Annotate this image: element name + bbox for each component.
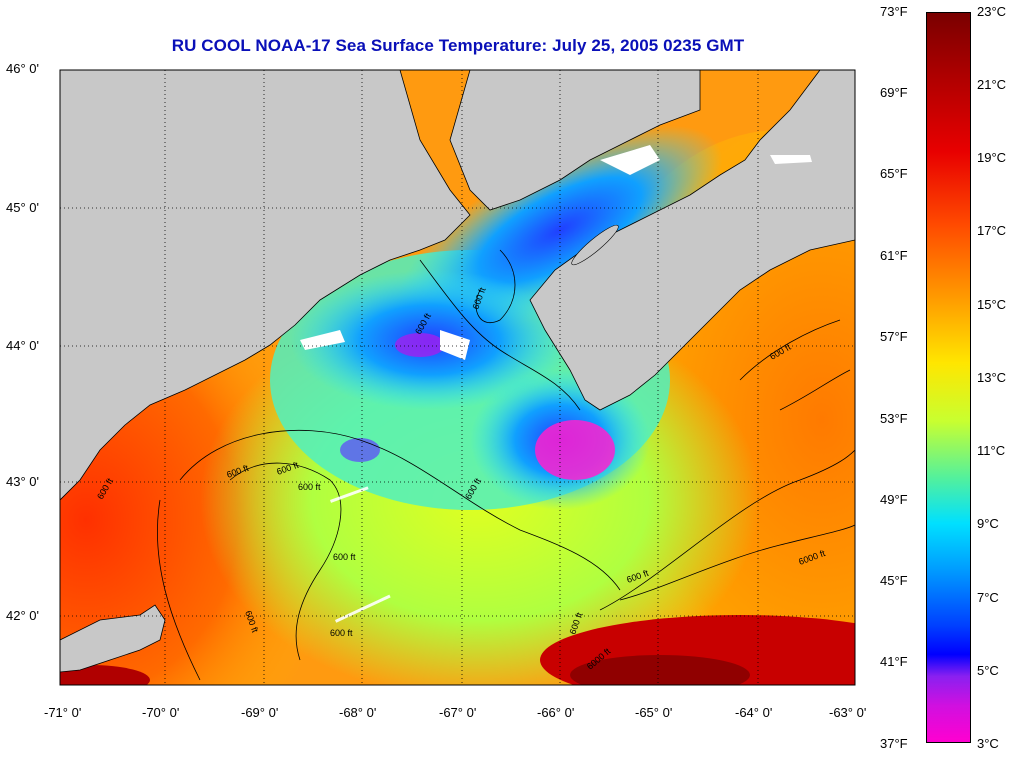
longitude-label: -64° 0'	[735, 705, 773, 720]
cloud-patch-2	[300, 330, 345, 350]
land-new-brunswick	[449, 70, 701, 211]
graticule	[60, 70, 855, 685]
colorbar-c-label: 9°C	[977, 516, 999, 531]
longitude-label: -63° 0'	[829, 705, 867, 720]
latitude-label: 43° 0'	[6, 474, 39, 489]
colorbar-f-label: 53°F	[880, 411, 908, 426]
colorbar-c-label: 5°C	[977, 663, 999, 678]
longitude-label: -68° 0'	[339, 705, 377, 720]
longitude-label: -69° 0'	[241, 705, 279, 720]
colorbar-f-label: 61°F	[880, 248, 908, 263]
plot-frame	[59, 69, 856, 686]
colorbar-c-label: 3°C	[977, 736, 999, 751]
longitude-label: -70° 0'	[142, 705, 180, 720]
coldest-patch	[535, 420, 615, 480]
colorbar-f-label: 65°F	[880, 166, 908, 181]
cloud-patch-4	[770, 155, 812, 164]
colorbar-f-label: 73°F	[880, 4, 908, 19]
longitude-label: -67° 0'	[439, 705, 477, 720]
colorbar-f-label: 41°F	[880, 654, 908, 669]
latitude-label: 45° 0'	[6, 200, 39, 215]
temperature-colorbar	[926, 12, 971, 743]
southwest-hot-water	[60, 665, 150, 685]
contour-label: 600 ft	[333, 552, 356, 562]
colorbar-c-label: 7°C	[977, 590, 999, 605]
latitude-label: 42° 0'	[6, 608, 39, 623]
latitude-label: 46° 0'	[6, 61, 39, 76]
map-title: RU COOL NOAA-17 Sea Surface Temperature:…	[171, 36, 745, 55]
land-new-england	[60, 70, 471, 501]
colorbar-c-label: 17°C	[977, 223, 1007, 238]
contour-label: 600 ft	[330, 628, 353, 638]
cloud-patch	[600, 145, 660, 175]
longitude-label: -66° 0'	[537, 705, 575, 720]
latitude-label: 44° 0'	[6, 338, 39, 353]
colorbar-f-label: 37°F	[880, 736, 908, 751]
colorbar-c-label: 13°C	[977, 370, 1007, 385]
cold-patch-2	[395, 333, 445, 357]
colorbar-c-label: 11°C	[977, 443, 1006, 458]
colorbar-f-label: 45°F	[880, 573, 908, 588]
longitude-label: -71° 0'	[44, 705, 82, 720]
colorbar-c-label: 19°C	[977, 150, 1007, 165]
gulf-stream-hot-core	[570, 655, 750, 685]
colorbar-c-label: 21°C	[977, 77, 1007, 92]
colorbar-f-label: 69°F	[880, 85, 908, 100]
cloud-patch-3	[440, 330, 470, 360]
cold-patch-3	[340, 438, 380, 462]
colorbar-c-label: 23°C	[977, 4, 1007, 19]
colorbar-f-label: 49°F	[880, 492, 908, 507]
longitude-label: -65° 0'	[635, 705, 673, 720]
colorbar-f-label: 57°F	[880, 329, 908, 344]
land-grand-manan	[571, 224, 619, 266]
bathymetry-contours	[157, 249, 855, 681]
colorbar-c-label: 15°C	[977, 297, 1007, 312]
contour-label: 600 ft	[298, 482, 321, 492]
land-cape-cod	[60, 604, 166, 673]
